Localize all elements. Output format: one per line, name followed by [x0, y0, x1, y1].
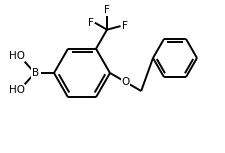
- Text: HO: HO: [9, 51, 25, 61]
- Text: HO: HO: [9, 85, 25, 95]
- Text: F: F: [122, 21, 127, 31]
- Text: F: F: [88, 18, 94, 28]
- Text: O: O: [122, 77, 130, 87]
- Text: F: F: [104, 5, 110, 15]
- Text: B: B: [32, 68, 40, 78]
